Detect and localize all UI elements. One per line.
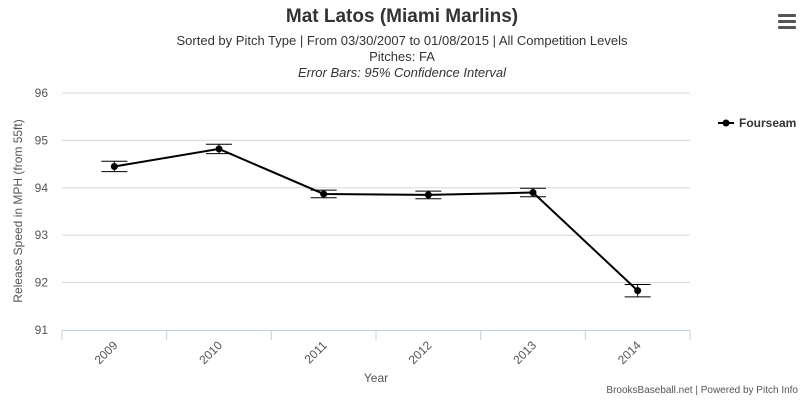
data-point-2013 — [529, 189, 537, 197]
x-tick-label: 2013 — [510, 338, 539, 367]
chart-subtitle: Sorted by Pitch Type | From 03/30/2007 t… — [176, 33, 628, 48]
data-point-2012 — [424, 191, 432, 199]
x-tick-label: 2009 — [92, 338, 121, 367]
menu-bar — [778, 14, 796, 17]
x-tick-labels: 2009 2010 2011 2012 2013 2014 — [92, 338, 644, 367]
data-point-2009 — [110, 162, 118, 170]
chart-subtitle-pitches: Pitches: FA — [369, 49, 435, 64]
legend-label: Fourseam — [739, 116, 796, 130]
y-tick-label: 95 — [35, 133, 49, 147]
data-point-2014 — [634, 287, 642, 295]
chart-credits[interactable]: BrooksBaseball.net | Powered by Pitch In… — [606, 385, 798, 396]
y-tick-label: 92 — [35, 276, 49, 290]
y-axis-title: Release Speed in MPH (from 55ft) — [11, 119, 25, 302]
menu-bar — [778, 20, 796, 23]
y-tick-label: 96 — [35, 86, 49, 100]
menu-bar — [778, 26, 796, 29]
data-points — [110, 145, 642, 295]
legend-item-fourseam[interactable]: Fourseam — [718, 116, 796, 130]
data-point-2010 — [215, 145, 223, 153]
x-tick-label: 2011 — [302, 338, 330, 366]
series-line-fourseam — [114, 147, 639, 292]
error-bars — [101, 143, 651, 298]
x-axis-title: Year — [364, 371, 388, 385]
gridlines — [62, 92, 690, 284]
y-tick-label: 91 — [35, 323, 49, 337]
x-tick-label: 2010 — [196, 338, 225, 367]
x-axis — [61, 330, 691, 340]
chart-subtitle-error-bars: Error Bars: 95% Confidence Interval — [297, 65, 507, 80]
legend-marker — [722, 119, 730, 127]
x-tick-label: 2012 — [406, 338, 435, 367]
data-point-2011 — [320, 190, 328, 198]
y-tick-label: 94 — [35, 181, 49, 195]
y-tick-label: 93 — [35, 228, 49, 242]
x-tick-label: 2014 — [615, 338, 644, 367]
chart-title: Mat Latos (Miami Marlins) — [285, 6, 519, 27]
hamburger-menu-icon[interactable] — [778, 14, 796, 30]
y-tick-labels: 91 92 93 94 95 96 — [35, 86, 49, 337]
